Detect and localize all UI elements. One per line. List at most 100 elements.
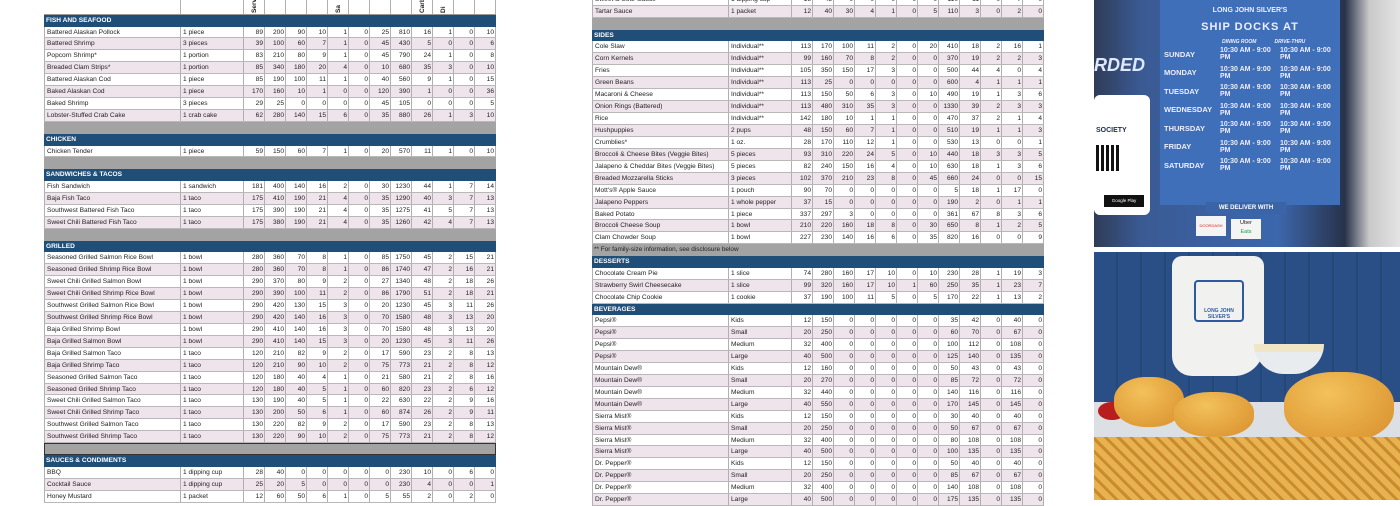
value-cell: 8 (454, 359, 475, 371)
value-cell: 44 (960, 65, 981, 77)
value-cell: 21 (412, 371, 433, 383)
value-cell: 1 (475, 478, 496, 490)
value-cell: 20 (475, 311, 496, 323)
serving-size: 1 slice (729, 267, 792, 279)
value-cell: 70 (834, 53, 855, 65)
value-cell: 0 (328, 98, 349, 110)
value-cell: 0 (897, 458, 918, 470)
hours-board: LONG JOHN SILVER'S SHIP DOCKS AT DINING … (1160, 0, 1340, 205)
value-cell: 0 (897, 172, 918, 184)
value-cell: 17 (1002, 184, 1023, 196)
item-name: Chicken Tender (44, 145, 181, 157)
serving-size: Individual** (729, 65, 792, 77)
value-cell: 1 (1023, 136, 1044, 148)
value-cell: 0 (433, 478, 454, 490)
value-cell: 10 (834, 113, 855, 124)
item-name: Chocolate Chip Cookie (592, 291, 729, 303)
value-cell: 2 (328, 276, 349, 287)
item-name: Breaded Mozzarella Sticks (592, 172, 729, 184)
value-cell: 8 (876, 172, 897, 184)
value-cell: 170 (813, 136, 834, 148)
value-cell: 0 (855, 458, 876, 470)
value-cell: 0 (897, 232, 918, 244)
value-cell: 42 (960, 315, 981, 327)
value-cell: 10 (286, 86, 307, 98)
value-cell: 10 (307, 431, 328, 443)
value-cell: 0 (855, 184, 876, 196)
value-cell: 1 (897, 279, 918, 291)
value-cell: 16 (412, 26, 433, 38)
value-cell: 15 (454, 252, 475, 264)
value-cell: 7 (855, 124, 876, 136)
value-cell: 18 (454, 276, 475, 287)
value-cell: 45 (918, 172, 939, 184)
value-cell: 13 (475, 204, 496, 216)
value-cell: 2 (328, 288, 349, 299)
value-cell: 370 (813, 172, 834, 184)
value-cell: 1750 (391, 252, 412, 264)
value-cell: 0 (876, 208, 897, 220)
table-row: Baja Grilled Salmon Taco 1 taco 120 210 82 9 2… (44, 347, 496, 360)
value-cell: 23 (412, 347, 433, 359)
value-cell: 16 (1002, 41, 1023, 53)
value-cell: 290 (244, 288, 265, 299)
value-cell: 1 (981, 77, 1002, 89)
value-cell: 360 (265, 264, 286, 276)
drive-hours: 10:30 AM - 9:00 PM (1280, 121, 1331, 136)
value-cell: 26 (475, 276, 496, 287)
value-cell: 220 (265, 419, 286, 431)
item-name: Seasoned Grilled Salmon Rice Bowl (44, 252, 181, 264)
value-cell: 2 (981, 113, 1002, 124)
value-cell: 67 (1002, 327, 1023, 338)
value-cell: 90 (286, 431, 307, 443)
value-cell: 0 (349, 323, 370, 335)
item-name: Fries (592, 65, 729, 77)
value-cell: 12 (475, 431, 496, 443)
value-cell: 39 (960, 101, 981, 112)
serving-size: 1 bowl (181, 335, 244, 347)
value-cell: 0 (349, 371, 370, 383)
item-name: Breaded Clam Strips* (44, 62, 181, 74)
value-cell: 310 (834, 101, 855, 112)
value-cell: 16 (855, 160, 876, 172)
value-cell: 13 (475, 192, 496, 204)
value-cell: 175 (244, 216, 265, 228)
value-cell: 17 (370, 419, 391, 431)
value-cell: 0 (981, 5, 1002, 17)
value-cell: 0 (349, 98, 370, 110)
value-cell: 2 (1002, 53, 1023, 65)
value-cell: 0 (876, 482, 897, 494)
value-cell: 0 (876, 410, 897, 422)
item-name: Battered Alaskan Pollock (44, 26, 181, 38)
value-cell: 8 (307, 264, 328, 276)
value-cell: 230 (939, 267, 960, 279)
value-cell: 660 (939, 172, 960, 184)
value-cell: 0 (834, 362, 855, 374)
table-row: Baja Grilled Shrimp Taco 1 taco 120 210 90 10… (44, 359, 496, 372)
value-cell: 480 (813, 101, 834, 112)
value-cell: 40 (792, 446, 813, 458)
value-cell: 0 (918, 124, 939, 136)
value-cell: 0 (897, 65, 918, 77)
value-cell: 1 (328, 74, 349, 86)
value-cell: 2 (981, 41, 1002, 53)
value-cell: 50 (834, 89, 855, 101)
value-cell: 10 (876, 267, 897, 279)
item-name: Popcorn Shrimp* (44, 50, 181, 62)
value-cell: 60 (370, 383, 391, 395)
value-cell: 113 (792, 77, 813, 89)
value-cell: 3 (981, 148, 1002, 160)
value-cell: 0 (834, 0, 855, 5)
value-cell: 0 (1023, 315, 1044, 327)
value-cell: 4 (876, 160, 897, 172)
value-cell: 190 (286, 192, 307, 204)
value-cell: 0 (897, 267, 918, 279)
value-cell: 0 (897, 0, 918, 5)
serving-size: 1 taco (181, 431, 244, 443)
value-cell: 0 (918, 410, 939, 422)
table-row: Southwest Grilled Salmon Rice Bowl 1 bowl… (44, 299, 496, 312)
value-cell: 86 (370, 288, 391, 299)
value-cell: 0 (897, 5, 918, 17)
value-cell: 0 (1023, 386, 1044, 398)
value-cell: 0 (876, 77, 897, 89)
